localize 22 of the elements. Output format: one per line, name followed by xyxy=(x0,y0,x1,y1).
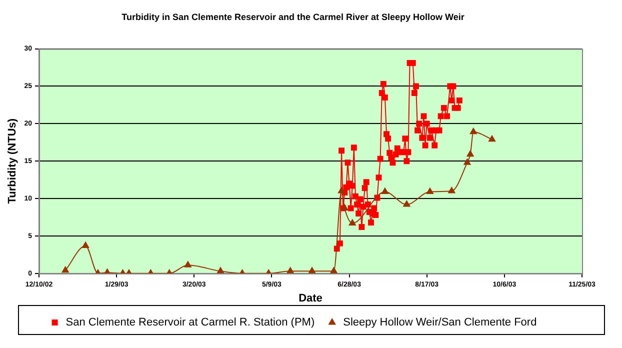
point xyxy=(338,187,346,194)
point xyxy=(286,267,294,274)
y-axis-title: Turbidity (NTUs) xyxy=(6,118,19,204)
point xyxy=(426,188,434,194)
point xyxy=(216,267,224,274)
point xyxy=(330,267,338,274)
legend-label: Sleepy Hollow Weir/San Clemente Ford xyxy=(343,316,537,329)
point xyxy=(381,188,388,194)
point xyxy=(488,135,496,142)
legend-label: San Clemente Reservoir at Carmel R. Station (PM) xyxy=(66,316,315,329)
point xyxy=(403,200,410,207)
point xyxy=(470,128,477,134)
point xyxy=(82,242,90,248)
point xyxy=(348,219,356,226)
point xyxy=(184,261,192,268)
point xyxy=(466,150,474,157)
point xyxy=(308,267,316,274)
x-axis-title: Date xyxy=(298,292,322,304)
point xyxy=(62,266,69,273)
chart-title: Turbidity in San Clemente Reservoir and the Carmel River at Sleepy Hollow Weir xyxy=(122,12,465,22)
point xyxy=(448,187,456,194)
point xyxy=(464,158,471,165)
